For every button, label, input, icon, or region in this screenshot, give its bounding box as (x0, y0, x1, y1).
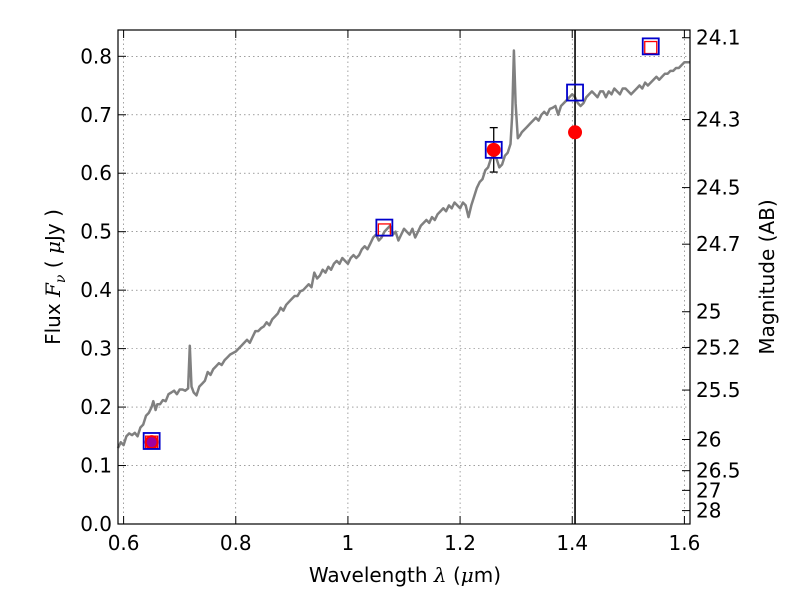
x-axis-label-unit: m) (474, 563, 501, 587)
y-tick-label: 0.3 (80, 337, 112, 361)
model-blue-square (484, 140, 503, 159)
y2-tick-label: 24.1 (696, 26, 741, 50)
y2-tick-label: 24.5 (696, 176, 741, 200)
x-tick-label: 0.8 (220, 531, 252, 555)
x-tick-label: 0.6 (108, 531, 140, 555)
y2-tick-label: 24.7 (696, 232, 741, 256)
grid-lines (118, 30, 690, 525)
y-axis-label: Flux Fν ( μJy ) (41, 209, 69, 345)
y-axis-label-symbol: F (41, 282, 65, 298)
y2-tick-label: 26 (696, 427, 721, 451)
model-blue-square (375, 218, 394, 237)
y2-tick-label: 26.5 (696, 459, 741, 483)
x-tick-label: 1 (342, 531, 355, 555)
y-tick-label: 0.2 (80, 395, 112, 419)
y-axis-label-unit: Jy ) (41, 209, 65, 243)
x-tick-label: 1.4 (556, 531, 588, 555)
model-blue-square (142, 432, 161, 450)
y2-axis-label: Magnitude (AB) (755, 199, 779, 354)
x-axis-label-unit-open: ( (447, 563, 461, 587)
photometry-points (142, 37, 660, 450)
y2-tick-label: 24.3 (696, 108, 741, 132)
y-tick-label: 0.7 (80, 103, 112, 127)
y-axis-label-prefix: Flux (41, 297, 65, 345)
x-axis-label-mu: μ (461, 563, 474, 587)
axis-ticks: 0.6 0.8 1 1.2 1.4 1.6 0.0 0.1 0.2 0.3 0.4 0.5 0.6 0.7… (80, 26, 740, 555)
y-tick-label: 0.0 (80, 512, 112, 536)
x-axis-label-symbol: λ (433, 563, 447, 587)
x-tick-label: 1.6 (668, 531, 700, 555)
x-axis-label-prefix: Wavelength (309, 563, 434, 587)
spectrum-line (116, 49, 690, 449)
small-point (146, 437, 157, 448)
y-axis-label-mu: μ (41, 241, 65, 254)
spectrum-series (116, 49, 690, 449)
model-red-square (644, 40, 658, 55)
y-axis-label-subscript: ν (53, 274, 69, 283)
y2-tick-label: 25.2 (696, 335, 741, 359)
y2-tick-label: 25.5 (696, 378, 741, 402)
y-tick-label: 0.1 (80, 454, 112, 478)
y-tick-label: 0.8 (80, 44, 112, 68)
measured-point (568, 125, 583, 140)
y2-tick-label: 25 (696, 300, 721, 324)
plot-frame (117, 29, 691, 525)
y-tick-label: 0.6 (80, 161, 112, 185)
x-tick-label: 1.2 (444, 531, 476, 555)
model-blue-square (566, 83, 584, 102)
model-blue-square (641, 37, 660, 56)
measured-point (486, 142, 501, 157)
y-axis-label-unit-open: ( (41, 254, 65, 275)
x-axis-label: Wavelength λ (μm) (309, 563, 501, 587)
y-tick-label: 0.5 (80, 220, 112, 244)
y2-tick-label: 27 (696, 478, 721, 502)
y2-tick-label: 28 (696, 499, 721, 523)
y-tick-label: 0.4 (80, 278, 112, 302)
